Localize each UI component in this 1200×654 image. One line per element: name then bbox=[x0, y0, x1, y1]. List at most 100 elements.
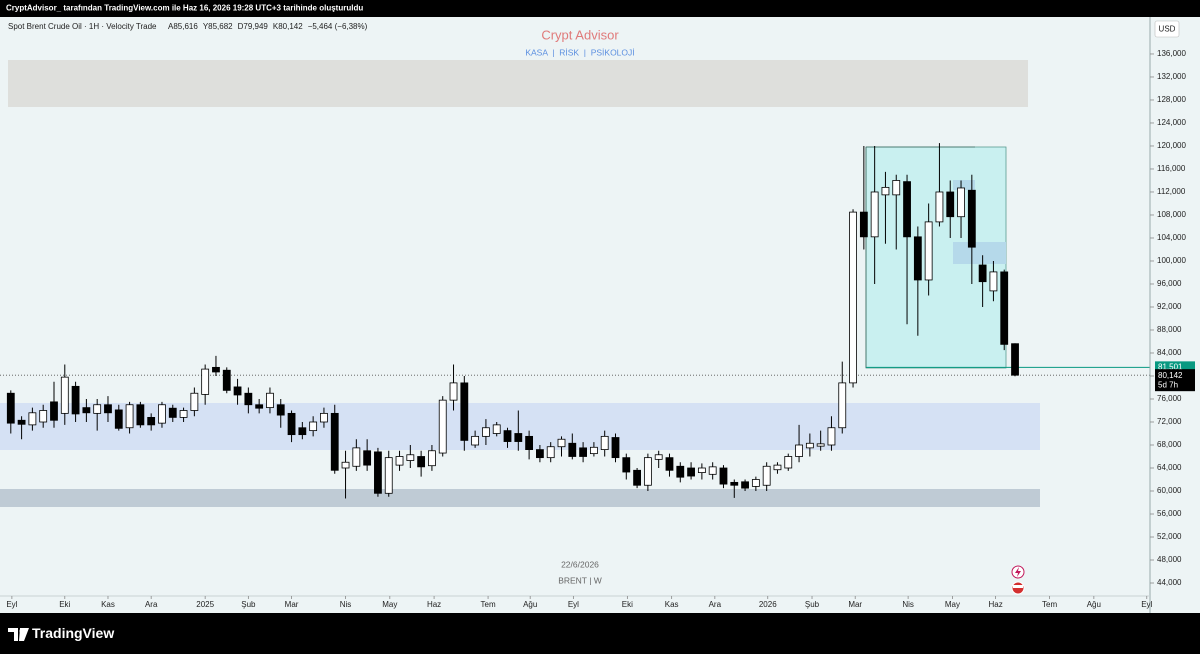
candle-body bbox=[600, 435, 609, 450]
candle-body bbox=[309, 421, 318, 432]
x-tick-label: Haz bbox=[988, 600, 1002, 609]
candle-body bbox=[827, 427, 836, 446]
x-tick-label: May bbox=[945, 600, 960, 609]
candle-body bbox=[849, 211, 857, 384]
candle-body bbox=[536, 449, 544, 459]
candle-body bbox=[795, 444, 803, 457]
candle-body bbox=[374, 451, 382, 494]
ohlc-value: Y85,682 bbox=[203, 22, 233, 31]
candle-body bbox=[406, 454, 415, 461]
x-tick-label: Kas bbox=[101, 600, 115, 609]
candle-body bbox=[417, 456, 426, 468]
candle-body bbox=[924, 221, 933, 281]
x-tick-label: Eki bbox=[622, 600, 633, 609]
x-tick-label: Kas bbox=[665, 600, 679, 609]
change-value: −5,464 (−6,38%) bbox=[308, 22, 368, 31]
x-tick-label: Tem bbox=[481, 600, 496, 609]
candle-body bbox=[384, 457, 393, 494]
candle-body bbox=[449, 382, 458, 401]
watermark-subtitle: KASA | RİSK | PSİKOLOJİ bbox=[525, 47, 634, 57]
level-label: 81,501 bbox=[1158, 362, 1183, 371]
candle-body bbox=[514, 433, 523, 442]
candle-body bbox=[838, 382, 847, 429]
y-tick-label: 128,000 bbox=[1157, 95, 1186, 104]
currency: USD bbox=[1159, 25, 1176, 34]
price-axis bbox=[1151, 17, 1200, 613]
candle-body bbox=[276, 404, 285, 416]
zone bbox=[953, 180, 975, 190]
candle-body bbox=[665, 457, 674, 471]
candle-body bbox=[762, 465, 771, 486]
candle-body bbox=[266, 392, 274, 409]
candle-body bbox=[643, 457, 652, 486]
candle-body bbox=[633, 469, 641, 486]
y-tick-label: 56,000 bbox=[1157, 509, 1182, 518]
x-tick-label: Mar bbox=[285, 600, 299, 609]
candle-body bbox=[913, 236, 922, 281]
candle-body bbox=[546, 446, 555, 459]
candle-body bbox=[82, 407, 91, 414]
candle-body bbox=[168, 407, 177, 418]
candle-body bbox=[1000, 271, 1009, 345]
candle-body bbox=[719, 467, 728, 485]
candle-body bbox=[805, 442, 814, 449]
candle-body bbox=[816, 443, 825, 447]
candle-body bbox=[903, 181, 911, 238]
candle-body bbox=[935, 191, 944, 223]
candle-body bbox=[460, 382, 469, 441]
candle-body bbox=[773, 464, 782, 471]
candle-body bbox=[428, 450, 436, 467]
candle-body bbox=[352, 447, 361, 467]
y-tick-label: 108,000 bbox=[1157, 210, 1186, 219]
candle-body bbox=[687, 467, 695, 477]
y-tick-label: 112,000 bbox=[1157, 187, 1186, 196]
y-tick-label: 88,000 bbox=[1157, 325, 1182, 334]
countdown: 5d 7h bbox=[1158, 380, 1178, 389]
candle-body bbox=[438, 399, 447, 454]
candle-body bbox=[222, 369, 231, 391]
x-tick-label: May bbox=[382, 600, 397, 609]
candle-body bbox=[482, 427, 490, 437]
ohlc-legend: A85,616 Y85,682 D79,949 K80,142 −5,464 (−6,3… bbox=[168, 22, 368, 31]
zone bbox=[0, 403, 1040, 450]
y-tick-label: 100,000 bbox=[1157, 256, 1186, 265]
x-tick-label: 2026 bbox=[759, 600, 777, 609]
x-tick-label: Eyl bbox=[6, 600, 17, 609]
candle-body bbox=[244, 392, 253, 406]
candle-body bbox=[881, 186, 890, 196]
y-tick-label: 60,000 bbox=[1157, 486, 1182, 495]
watermark: Crypt Advisor bbox=[541, 27, 619, 42]
y-tick-label: 132,000 bbox=[1157, 72, 1186, 81]
candle-body bbox=[28, 412, 37, 426]
x-tick-label: 2025 bbox=[196, 600, 214, 609]
candle-body bbox=[730, 481, 739, 486]
y-tick-label: 124,000 bbox=[1157, 118, 1186, 127]
y-tick-label: 52,000 bbox=[1157, 532, 1182, 541]
candle-body bbox=[870, 191, 879, 238]
candle-body bbox=[676, 465, 685, 478]
header-text: CryptAdvisor_ tarafından TradingView.com… bbox=[6, 4, 363, 13]
candle-body bbox=[611, 437, 620, 459]
candle-body bbox=[320, 412, 328, 423]
event-icon-glyph bbox=[1015, 567, 1021, 577]
candle-body bbox=[967, 189, 976, 248]
y-tick-label: 104,000 bbox=[1157, 233, 1186, 242]
flag-stripe bbox=[1013, 585, 1023, 588]
footer-bar bbox=[0, 613, 1200, 654]
x-tick-label: Ara bbox=[709, 600, 722, 609]
last-price-box bbox=[1155, 369, 1195, 392]
candle-body bbox=[147, 416, 156, 426]
candle-body bbox=[114, 409, 123, 429]
candle-body bbox=[395, 456, 404, 466]
candle-body bbox=[363, 450, 372, 466]
candle-body bbox=[190, 392, 199, 411]
y-tick-label: 68,000 bbox=[1157, 440, 1182, 449]
top-bar bbox=[0, 0, 1200, 17]
candle-body bbox=[568, 442, 577, 457]
candle-body bbox=[104, 404, 112, 414]
candle-body bbox=[654, 454, 663, 460]
candle-body bbox=[158, 404, 166, 424]
candles bbox=[6, 143, 1019, 499]
